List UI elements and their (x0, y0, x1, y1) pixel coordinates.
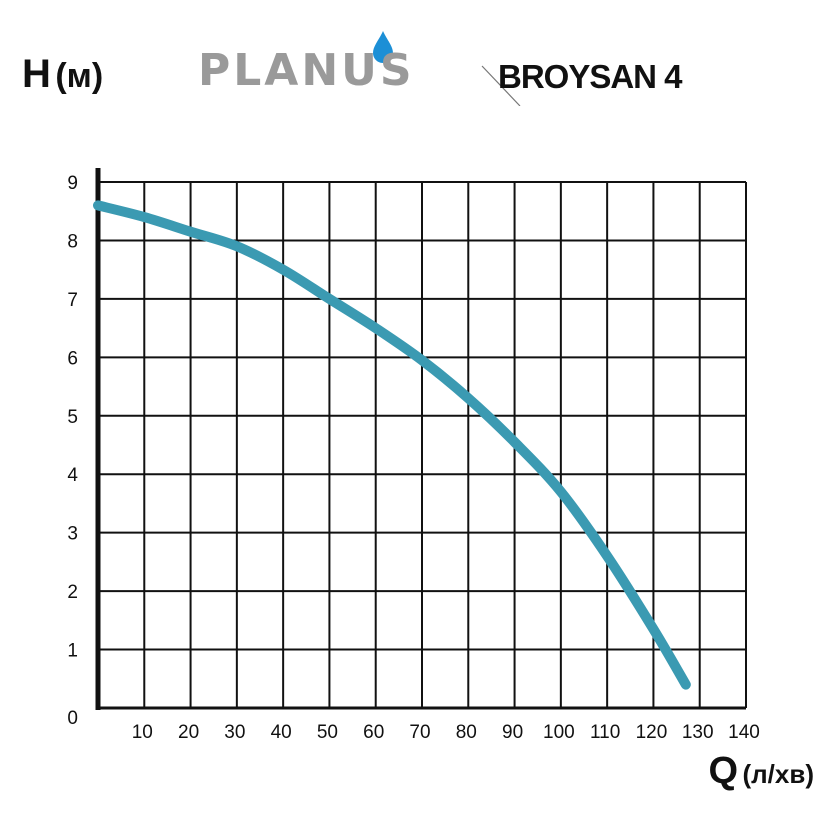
x-tick-label: 120 (636, 722, 668, 743)
y-tick-label: 8 (67, 231, 78, 252)
water-drop-icon (373, 31, 393, 63)
x-axis-label-unit: (л/хв) (742, 759, 815, 789)
origin-label: 0 (67, 708, 78, 729)
x-tick-label: 40 (271, 722, 292, 743)
x-tick-label: 110 (590, 722, 620, 743)
y-tick-label: 9 (67, 173, 78, 194)
planus-logo: PLANUS (198, 30, 450, 100)
x-tick-label: 100 (543, 722, 575, 743)
model-name: BROYSAN 4 (498, 58, 683, 95)
x-tick-label: 130 (682, 722, 714, 743)
x-tick-label: 70 (409, 722, 430, 743)
model-label: BROYSAN 4 (480, 58, 720, 108)
y-tick-label: 5 (67, 407, 78, 428)
grid (98, 181, 747, 708)
y-tick-label: 4 (67, 465, 78, 486)
logo-text: PLANUS (198, 45, 415, 96)
x-tick-label: 90 (502, 722, 523, 743)
y-tick-label: 6 (67, 348, 78, 369)
x-tick-label: 30 (224, 722, 245, 743)
x-tick-label: 80 (456, 722, 477, 743)
axes (95, 168, 746, 710)
y-axis-label: H (м) (22, 52, 103, 97)
y-axis-label-unit: (м) (55, 57, 104, 95)
x-tick-label: 20 (178, 722, 199, 743)
y-tick-label: 7 (67, 290, 78, 311)
slash-mark-icon (481, 65, 521, 106)
x-axis-label-symbol: Q (708, 750, 739, 792)
x-tick-label: 140 (728, 722, 760, 743)
x-tick-label: 10 (132, 722, 153, 743)
x-tick-label: 50 (317, 722, 338, 743)
x-axis-label: Q (л/хв) (708, 750, 814, 793)
pump-curve-line (93, 200, 691, 690)
x-tick-label: 60 (363, 722, 384, 743)
y-tick-label: 1 (67, 641, 78, 662)
series-layer (93, 200, 691, 690)
y-tick-label: 2 (67, 582, 78, 603)
y-axis-label-symbol: H (22, 52, 51, 96)
y-tick-label: 3 (67, 524, 78, 545)
